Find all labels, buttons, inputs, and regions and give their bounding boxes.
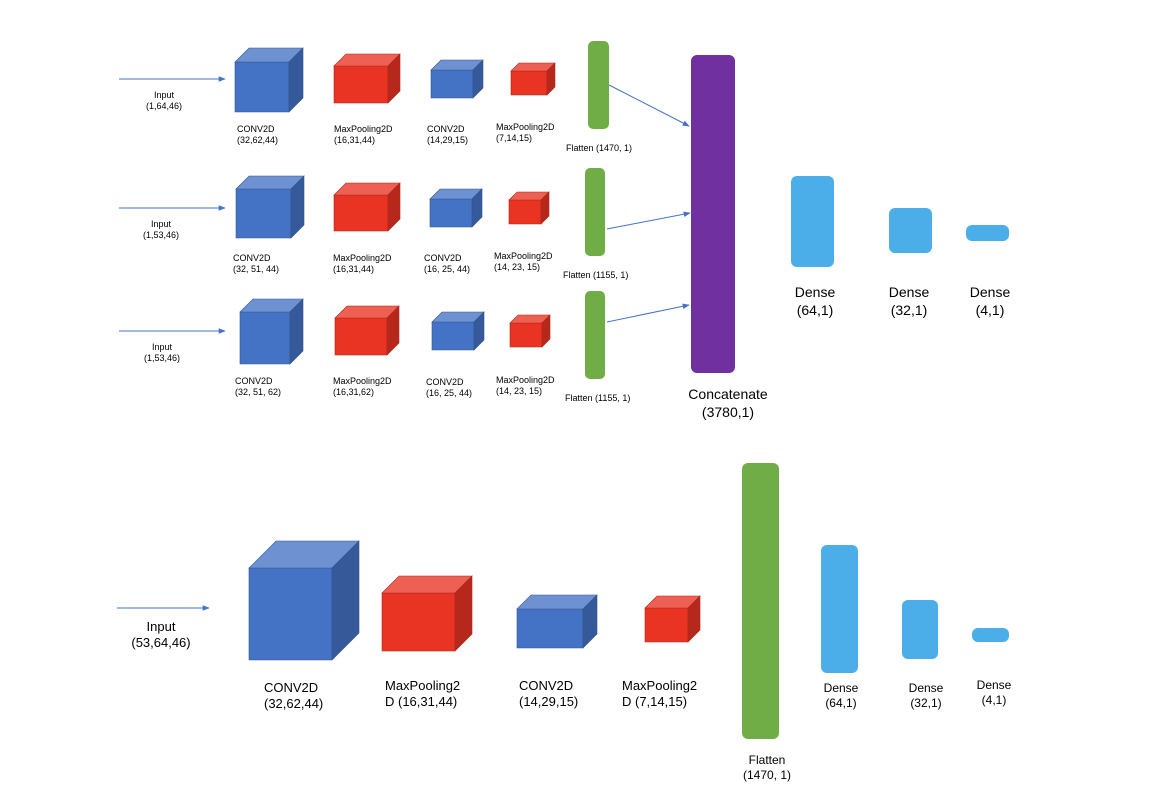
concatenate-label: Concatenate (3780,1)	[688, 386, 768, 420]
pool2-block-bottom	[644, 595, 701, 643]
flatten-to-concat-arrow-branch-2	[606, 211, 691, 230]
pool2-label-branch-2: MaxPooling2D (14, 23, 15)	[494, 251, 553, 273]
input-label-bottom: Input (53,64,46)	[131, 619, 191, 651]
dense-bar-top-3	[966, 225, 1009, 241]
pool1-label-bottom: MaxPooling2 D (16,31,44)	[385, 678, 461, 710]
dense-label-bottom-2: Dense (32,1)	[908, 681, 944, 710]
flatten-bar-branch-2	[585, 168, 605, 256]
dense-label-bottom-3: Dense (4,1)	[976, 678, 1012, 707]
pool2-label-branch-1: MaxPooling2D (7,14,15)	[496, 122, 555, 144]
conv2-block-bottom	[516, 594, 598, 649]
dense-label-top-2: Dense (32,1)	[888, 284, 930, 318]
pool1-block-branch-3	[334, 305, 400, 356]
conv2-block-branch-2	[429, 188, 483, 228]
conv1-label-branch-2: CONV2D (32, 51, 44)	[233, 253, 280, 275]
pool2-block-branch-1	[510, 62, 556, 96]
input-label-branch-1: Input (1,64,46)	[145, 90, 183, 112]
pool1-label-branch-3: MaxPooling2D (16,31,62)	[333, 376, 392, 398]
dense-bar-top-2	[889, 208, 932, 253]
conv2-block-branch-1	[430, 59, 484, 99]
pool1-block-bottom	[381, 575, 473, 652]
dense-label-top-3: Dense (4,1)	[969, 284, 1011, 318]
dense-label-bottom-1: Dense (64,1)	[823, 681, 859, 710]
conv1-label-branch-3: CONV2D (32, 51, 62)	[235, 376, 282, 398]
flatten-label-branch-3: Flatten (1155, 1)	[565, 393, 631, 403]
dense-bar-top-1	[791, 176, 834, 267]
pool2-block-branch-3	[509, 314, 551, 348]
pool1-block-branch-2	[333, 182, 401, 232]
conv1-block-bottom	[248, 540, 360, 661]
pool2-label-bottom: MaxPooling2 D (7,14,15)	[622, 678, 698, 710]
flatten-label-branch-2: Flatten (1155, 1)	[563, 270, 629, 280]
flatten-bar-bottom	[742, 463, 779, 739]
dense-bar-bottom-1	[821, 545, 858, 673]
conv1-block-branch-1	[234, 47, 304, 113]
conv1-label-bottom: CONV2D (32,62,44)	[264, 680, 324, 712]
flatten-to-concat-arrow-branch-1	[608, 84, 690, 127]
pool2-label-branch-3: MaxPooling2D (14, 23, 15)	[496, 375, 555, 397]
flatten-bar-branch-1	[588, 41, 609, 129]
pool2-block-branch-2	[508, 191, 550, 225]
pool1-label-branch-1: MaxPooling2D (16,31,44)	[334, 124, 393, 146]
conv1-block-branch-3	[239, 298, 304, 365]
input-label-branch-2: Input (1,53,46)	[142, 219, 180, 241]
dense-bar-bottom-2	[902, 600, 938, 659]
pool1-block-branch-1	[333, 53, 401, 104]
conv2-block-branch-3	[431, 311, 485, 351]
flatten-label-bottom: Flatten (1470, 1)	[742, 753, 792, 782]
conv2-label-bottom: CONV2D (14,29,15)	[519, 678, 579, 710]
conv2-label-branch-3: CONV2D (16, 25, 44)	[426, 377, 473, 399]
input-label-branch-3: Input (1,53,46)	[143, 342, 181, 364]
dense-bar-bottom-3	[972, 628, 1009, 642]
concatenate-bar	[691, 55, 735, 373]
conv1-block-branch-2	[235, 175, 305, 239]
conv2-label-branch-1: CONV2D (14,29,15)	[427, 124, 469, 146]
conv2-label-branch-2: CONV2D (16, 25, 44)	[424, 253, 471, 275]
flatten-to-concat-arrow-branch-3	[606, 303, 690, 323]
pool1-label-branch-2: MaxPooling2D (16,31,44)	[333, 253, 392, 275]
conv1-label-branch-1: CONV2D (32,62,44)	[237, 124, 279, 146]
flatten-label-branch-1: Flatten (1470, 1)	[566, 143, 633, 153]
dense-label-top-1: Dense (64,1)	[794, 284, 836, 318]
flatten-bar-branch-3	[585, 291, 605, 379]
